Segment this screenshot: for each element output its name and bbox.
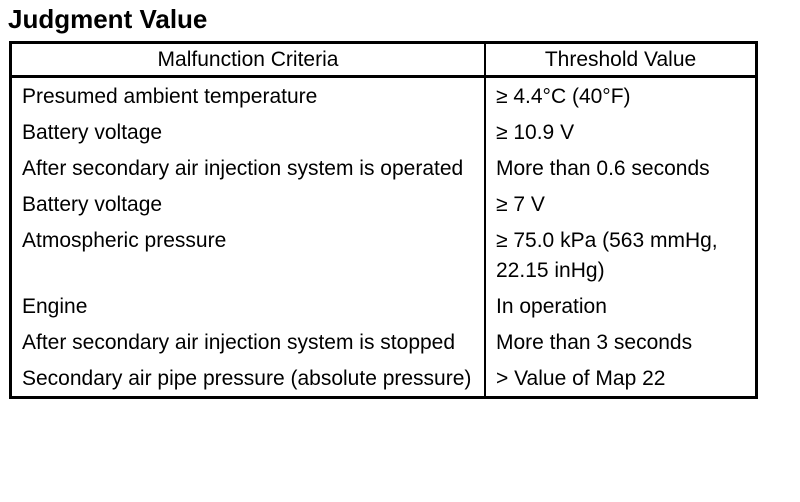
table-row: Atmospheric pressure ≥ 75.0 kPa (563 mmH… xyxy=(10,223,757,289)
criteria-cell: Presumed ambient temperature xyxy=(10,76,486,115)
table-row: After secondary air injection system is … xyxy=(10,325,757,361)
table-row: Presumed ambient temperature ≥ 4.4°C (40… xyxy=(10,76,757,115)
threshold-cell: ≥ 7 V xyxy=(496,193,545,216)
table-row: After secondary air injection system is … xyxy=(10,151,757,187)
criteria-cell: Battery voltage xyxy=(10,115,486,151)
table-body: Presumed ambient temperature ≥ 4.4°C (40… xyxy=(10,76,757,398)
criteria-cell: Atmospheric pressure xyxy=(10,223,486,289)
table-row: Secondary air pipe pressure (absolute pr… xyxy=(10,361,757,398)
threshold-cell: ≥ 4.4°C (40°F) xyxy=(496,85,631,108)
criteria-cell: After secondary air injection system is … xyxy=(10,151,486,187)
threshold-cell: ≥ 10.9 V xyxy=(496,121,575,144)
threshold-cell: > Value of Map 22 xyxy=(496,367,666,390)
table-row: Engine In operation xyxy=(10,289,757,325)
threshold-cell: In operation xyxy=(496,295,607,318)
page-title: Judgment Value xyxy=(8,4,208,34)
threshold-cell: More than 0.6 seconds xyxy=(496,157,710,180)
threshold-cell: ≥ 75.0 kPa (563 mmHg, 22.15 inHg) xyxy=(496,229,718,282)
header-malfunction-criteria: Malfunction Criteria xyxy=(10,42,486,78)
header-threshold-value: Threshold Value xyxy=(485,42,757,78)
criteria-cell: Engine xyxy=(10,289,486,325)
table-header: Malfunction Criteria Threshold Value xyxy=(10,42,757,78)
table-row: Battery voltage ≥ 10.9 V xyxy=(10,115,757,151)
criteria-cell: After secondary air injection system is … xyxy=(10,325,486,361)
threshold-cell: More than 3 seconds xyxy=(496,331,693,354)
criteria-cell: Secondary air pipe pressure (absolute pr… xyxy=(10,361,486,398)
table-row: Battery voltage ≥ 7 V xyxy=(10,187,757,223)
header-row: Malfunction Criteria Threshold Value xyxy=(10,42,757,78)
judgment-value-table: Malfunction Criteria Threshold Value Pre… xyxy=(9,41,758,399)
criteria-cell: Battery voltage xyxy=(10,187,486,223)
